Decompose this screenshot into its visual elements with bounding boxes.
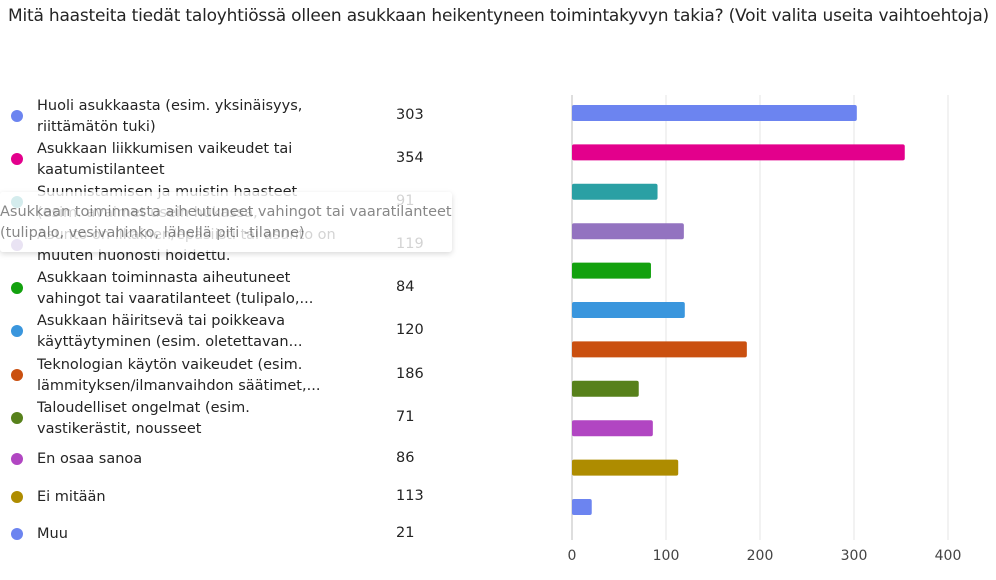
bar [572,420,653,437]
bar [572,262,651,279]
legend-dot-icon [11,110,23,122]
legend-count: 120 [396,322,424,338]
x-tick-label: 200 [747,548,774,564]
legend-label: En osaa sanoa [37,451,143,467]
legend-count: 113 [396,488,424,504]
bar [572,341,747,358]
x-tick-label: 400 [935,548,962,564]
bar [572,144,905,161]
legend-count: 21 [396,525,415,541]
legend-label: Muu [37,526,68,542]
bar [572,459,679,476]
legend-label: Asukkaan liikkumisen vaikeudet tai kaatu… [37,141,293,178]
hover-tooltip: Asukkaan toiminnasta aiheutuneet vahingo… [0,192,452,252]
legend-count: 354 [396,150,424,166]
bar [572,499,592,515]
question-title: Mitä haasteita tiedät taloyhtiössä ollee… [8,6,989,26]
legend-dot-icon [11,325,23,337]
legend-dot-icon [11,412,23,424]
legend-dot-icon [11,453,23,465]
legend-label: Ei mitään [37,489,106,505]
legend-dot-icon [11,528,23,540]
legend-label: Asukkaan toiminnasta aiheutuneet vahingo… [37,270,314,307]
legend-count: 84 [396,279,415,295]
legend-label: Taloudelliset ongelmat (esim. vastikeräs… [37,400,250,437]
legend-label: Teknologian käytön vaikeudet (esim. lämm… [37,357,321,394]
legend-label: Huoli asukkaasta (esim. yksinäisyys, rii… [37,98,303,135]
legend-count: 303 [396,107,424,123]
x-tick-label: 100 [653,548,680,564]
tooltip-line-2: (tulipalo, vesivahinko, lähellä piti -ti… [0,225,305,241]
legend-dot-icon [11,153,23,165]
legend-count: 186 [396,366,424,382]
legend-count: 86 [396,450,415,466]
x-tick-label: 300 [841,548,868,564]
legend-dot-icon [11,491,23,503]
x-tick-label: 0 [568,548,577,564]
legend-dot-icon [11,369,23,381]
legend-count: 71 [396,409,415,425]
bar [572,105,857,121]
tooltip-line-1: Asukkaan toiminnasta aiheutuneet vahingo… [0,204,452,220]
bar [572,380,639,397]
legend-dot-icon [11,282,23,294]
legend-label: Asukkaan häiritsevä tai poikkeava käyttä… [37,313,303,350]
bar [572,302,685,318]
bar [572,183,658,200]
bar [572,223,684,240]
